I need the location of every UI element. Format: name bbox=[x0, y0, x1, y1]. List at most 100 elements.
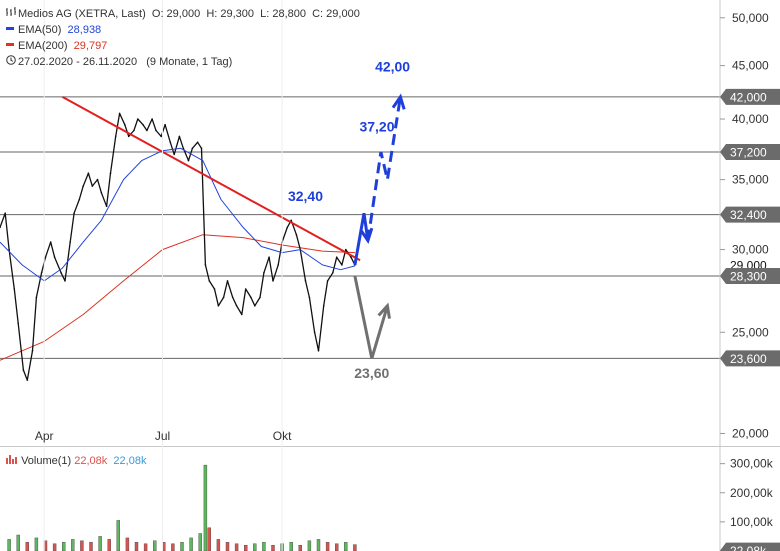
price-point-41 bbox=[187, 159, 190, 162]
price-point-38 bbox=[173, 153, 175, 156]
price-point-3 bbox=[13, 288, 16, 290]
legend-instrument: Medios AG (XETRA, Last) O: 29,000 H: 29,… bbox=[6, 6, 360, 22]
price-layer bbox=[0, 112, 356, 381]
bull-target-label-0: 32,40 bbox=[288, 188, 323, 204]
ema200-label: EMA(200) bbox=[18, 40, 68, 52]
volume-bar-15 bbox=[143, 543, 148, 551]
price-point-72 bbox=[326, 280, 329, 282]
volume-bar-32 bbox=[289, 542, 293, 551]
volume-bar-2 bbox=[25, 542, 29, 551]
level-tag-3-text: 28,300 bbox=[730, 270, 767, 284]
price-point-10 bbox=[44, 256, 47, 259]
price-point-52 bbox=[235, 305, 238, 307]
price-point-64 bbox=[290, 219, 293, 222]
price-point-65 bbox=[295, 233, 298, 236]
volume-bar-35 bbox=[316, 539, 321, 551]
bull-arrow-head-2 bbox=[391, 93, 406, 110]
legend-ema200: EMA(200) 29,797 bbox=[6, 38, 360, 54]
price-point-53 bbox=[241, 313, 243, 316]
price-point-1 bbox=[4, 212, 6, 214]
price-point-55 bbox=[250, 296, 252, 299]
volume-bar-25 bbox=[225, 542, 230, 551]
price-point-28 bbox=[127, 135, 130, 138]
volume-bar-38 bbox=[344, 542, 348, 551]
price-point-11 bbox=[49, 241, 52, 243]
price-point-24 bbox=[109, 172, 112, 174]
level-tag-4-bg bbox=[720, 350, 780, 367]
price-point-46 bbox=[208, 280, 211, 282]
price-point-27 bbox=[124, 123, 126, 126]
volume-bar-39 bbox=[353, 544, 357, 551]
ema200-value: 29,797 bbox=[73, 40, 108, 52]
price-point-60 bbox=[272, 280, 274, 282]
price-point-0 bbox=[0, 226, 1, 229]
trendline-layer bbox=[61, 96, 361, 262]
volume-legend: Volume(1) 22,08k 22,08k bbox=[6, 455, 146, 467]
vol-tick-label-1: 200,00k bbox=[730, 486, 774, 500]
volume-icon bbox=[6, 455, 18, 467]
volume-last-tag-bg bbox=[720, 542, 780, 551]
price-point-30 bbox=[137, 118, 139, 120]
price-point-75 bbox=[341, 264, 343, 266]
price-point-17 bbox=[78, 198, 81, 201]
y-tick-label-3: 35,000 bbox=[732, 173, 769, 187]
price-point-22 bbox=[100, 192, 103, 194]
level-tag-1-bg bbox=[720, 143, 780, 160]
x-axis: Apr Jul Okt bbox=[35, 429, 292, 443]
price-point-63 bbox=[286, 226, 289, 229]
volume-bar-8 bbox=[80, 540, 84, 551]
legend-period: 27.02.2020 - 26.11.2020 (9 Monate, 1 Tag… bbox=[6, 54, 360, 70]
y-tick-label-4: 30,000 bbox=[732, 243, 769, 257]
volume-layer bbox=[7, 464, 357, 551]
ema200-swatch bbox=[6, 38, 18, 54]
price-point-76 bbox=[345, 248, 347, 251]
volume-value-2: 22,08k bbox=[113, 455, 147, 467]
price-point-68 bbox=[308, 296, 311, 299]
volume-bar-14 bbox=[134, 542, 139, 551]
level-tag-1: 37,200 bbox=[720, 143, 780, 160]
price-point-29 bbox=[133, 129, 135, 132]
instrument-title: Medios AG (XETRA, Last) bbox=[18, 8, 146, 20]
price-point-59 bbox=[268, 256, 270, 259]
legend-ema50: EMA(50) 28,938 bbox=[6, 22, 360, 38]
price-point-54 bbox=[244, 288, 247, 290]
price-point-33 bbox=[151, 118, 153, 120]
y-axis: 50,000 45,000 40,000 35,000 30,000 25,000 20,0… bbox=[720, 11, 774, 529]
volume-label: Volume(1) bbox=[21, 455, 72, 467]
volume-bar-13 bbox=[125, 537, 130, 551]
period-detail: (9 Monate, 1 Tag) bbox=[146, 56, 233, 68]
y-tick-label-5: 25,000 bbox=[732, 325, 769, 339]
volume-bar-26 bbox=[234, 543, 239, 551]
vol-tick-label-2: 100,00k bbox=[730, 515, 774, 529]
price-point-45 bbox=[204, 264, 207, 266]
volume-bar-20 bbox=[189, 537, 193, 551]
volume-bar-37 bbox=[335, 543, 339, 551]
level-tag-1-text: 37,200 bbox=[730, 145, 767, 159]
y-tick-label-0: 50,000 bbox=[732, 11, 769, 25]
price-point-25 bbox=[114, 135, 117, 138]
horizontal-levels bbox=[0, 96, 720, 359]
price-point-20 bbox=[91, 185, 94, 187]
bull-target-label-2: 42,00 bbox=[375, 59, 410, 75]
price-point-70 bbox=[317, 350, 320, 352]
y-tick-label-1: 45,000 bbox=[732, 59, 769, 73]
price-point-21 bbox=[96, 178, 99, 181]
price-point-14 bbox=[64, 280, 66, 282]
volume-bar-3 bbox=[34, 537, 39, 551]
volume-bar-28 bbox=[253, 543, 257, 551]
price-point-49 bbox=[222, 296, 225, 299]
price-point-43 bbox=[196, 141, 199, 144]
scenario-layer: 32,40 37,20 42,00 23,60 bbox=[288, 59, 410, 381]
bull-scenario-dashed bbox=[366, 96, 402, 241]
price-point-34 bbox=[155, 129, 157, 132]
volume-bar-11 bbox=[107, 539, 111, 551]
ohlc-values: O: 29,000 H: 29,300 L: 28,800 C: 29,000 bbox=[151, 8, 360, 20]
price-point-2 bbox=[8, 248, 10, 251]
x-tick-label-0: Apr bbox=[35, 429, 54, 443]
chart-legend: Medios AG (XETRA, Last) O: 29,000 H: 29,… bbox=[6, 6, 360, 70]
ema50-label: EMA(50) bbox=[18, 24, 62, 36]
volume-bar-22 bbox=[203, 464, 208, 551]
volume-bar-33 bbox=[298, 545, 302, 551]
volume-bar-30 bbox=[271, 545, 275, 551]
